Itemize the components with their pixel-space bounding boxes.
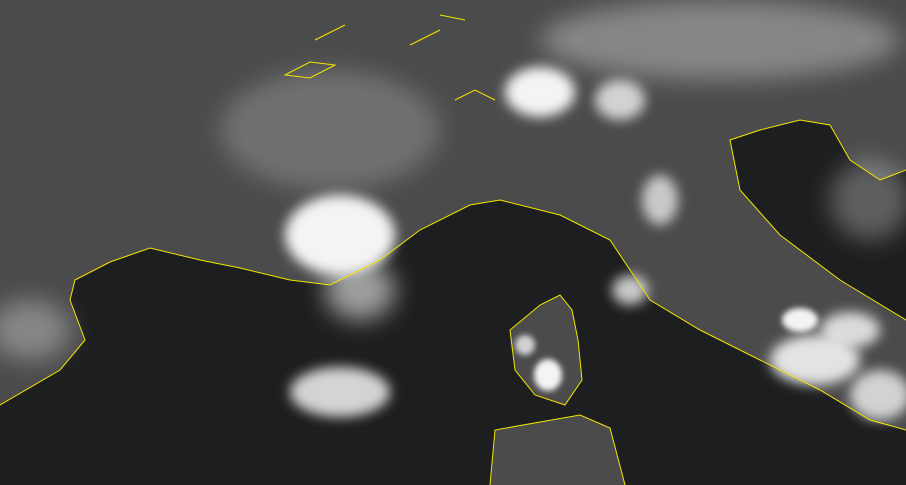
cloud [820,312,880,348]
cloud [515,335,535,355]
coastline-lakes [283,14,496,101]
cloud [595,80,645,120]
cloud [534,359,562,391]
clouds [0,0,906,420]
sardinia [490,415,625,485]
cloud [830,160,906,240]
coastline-corsica [509,294,583,406]
cloud [220,70,440,190]
cloud [325,260,395,320]
cloud [0,300,70,360]
cloud [770,335,860,385]
cloud [642,175,678,225]
coastlines [0,14,906,485]
cloud [782,308,818,332]
mainland [0,0,906,430]
coastline-mainland [0,199,906,431]
cloud [505,67,575,117]
cloud [285,195,395,275]
cloud [540,0,900,80]
cloud [290,367,390,417]
cloud [612,275,648,305]
cloud [850,370,906,420]
coastline-sardinia [489,414,626,485]
coastline-adriatic [729,119,906,321]
corsica [510,295,582,405]
